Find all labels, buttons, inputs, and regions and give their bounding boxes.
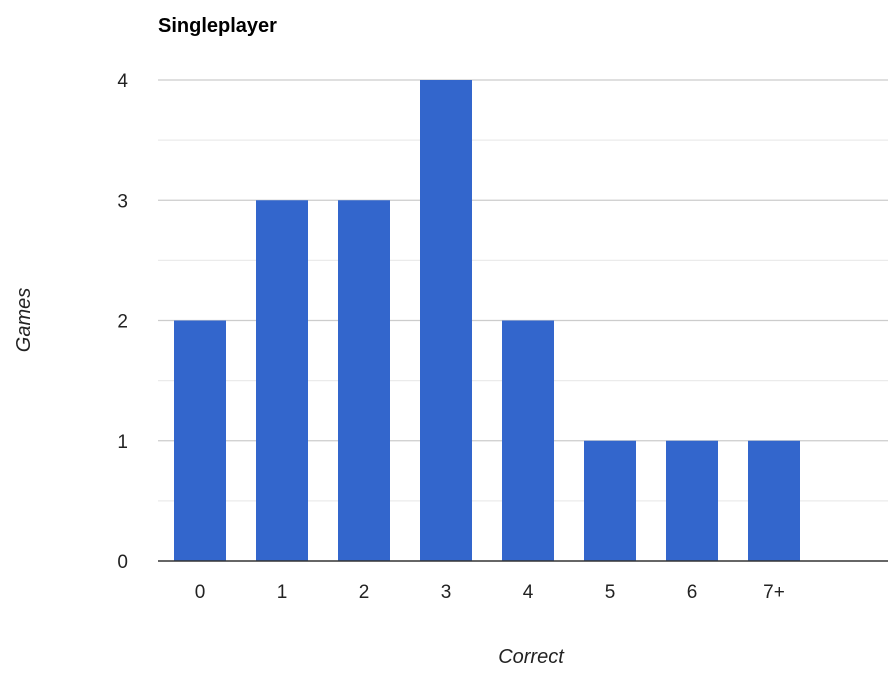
bar-1 (256, 200, 308, 561)
x-tick-label: 3 (441, 582, 452, 603)
y-tick-label: 3 (117, 191, 128, 212)
y-axis-ticks: 0 1 2 3 4 (117, 71, 128, 573)
x-tick-label: 1 (277, 582, 288, 603)
x-tick-label: 4 (523, 582, 534, 603)
bar-3 (420, 80, 472, 561)
y-tick-label: 4 (117, 71, 128, 92)
y-tick-label: 2 (117, 312, 128, 333)
x-tick-label: 2 (359, 582, 370, 603)
bar-0 (174, 320, 226, 561)
bar-7+ (748, 440, 800, 561)
x-axis-title: Correct (498, 646, 565, 668)
bars (174, 80, 800, 561)
x-tick-label: 5 (605, 582, 616, 603)
bar-5 (584, 440, 636, 561)
bar-2 (338, 200, 390, 561)
bar-4 (502, 320, 554, 561)
bar-6 (666, 440, 718, 561)
x-tick-label: 6 (687, 582, 698, 603)
y-tick-label: 0 (117, 552, 128, 573)
x-tick-label: 0 (195, 582, 206, 603)
x-axis-ticks: 0 1 2 3 4 5 6 7+ (195, 582, 785, 603)
x-tick-label: 7+ (763, 582, 785, 603)
y-tick-label: 1 (117, 432, 128, 453)
y-axis-title: Games (13, 288, 35, 352)
chart-title: Singleplayer (158, 15, 277, 37)
